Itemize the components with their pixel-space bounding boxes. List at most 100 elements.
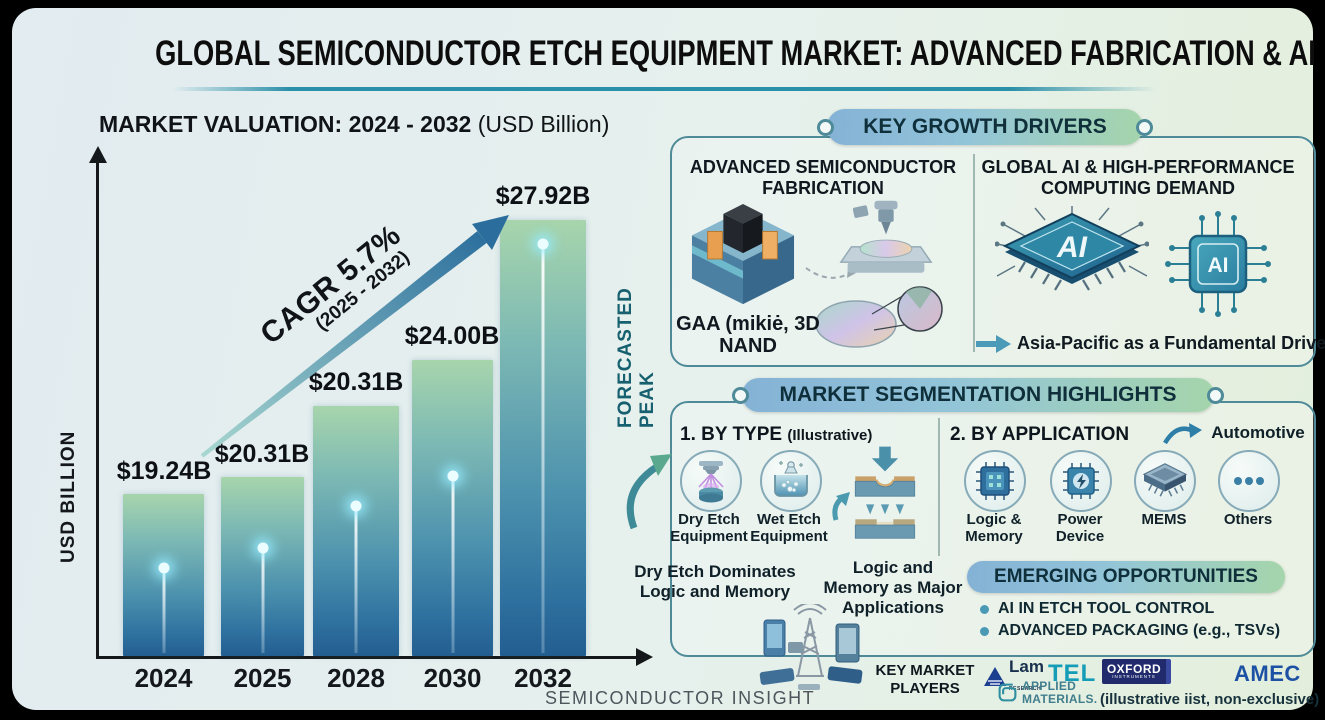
lam-logo: Lam RESEARCH — [984, 658, 1044, 695]
applied-materials-swirl-icon — [998, 683, 1017, 702]
dry-etch-label: Dry Etch Equipment — [670, 511, 748, 545]
fabrication-heading: ADVANCED SEMICONDUCTOR FABRICATION — [689, 157, 957, 198]
market-segmentation-header: MARKET SEGMENTATION HIGHLIGHTS — [732, 378, 1224, 412]
x-tick: 2025 — [233, 663, 292, 693]
mems-chip-icon — [1142, 463, 1188, 497]
chart-title-unit: (USD Billion) — [477, 111, 610, 137]
bar-glow — [162, 568, 165, 653]
by-application-title: 2. BY APPLICATION — [950, 424, 1130, 445]
emerging-opportunities-header: EMERGING OPPORTUNITIES — [967, 561, 1285, 593]
bar-glow — [261, 548, 264, 653]
small-up-arrow-icon — [832, 492, 850, 521]
x-tick: 2032 — [514, 663, 572, 693]
bar-value: $20.31B — [214, 440, 310, 468]
y-axis — [96, 160, 99, 657]
curved-arrow-up-icon — [626, 454, 672, 530]
emerging-opportunities-title: EMERGING OPPORTUNITIES — [994, 566, 1258, 587]
drivers-divider — [973, 154, 975, 352]
applied-line2: MATERIALS. — [1022, 691, 1098, 706]
logic-memory-label: Logic & Memory — [965, 511, 1023, 545]
ellipsis-icon — [1234, 477, 1264, 485]
glow-dot — [350, 500, 362, 512]
etch-process-icon — [854, 446, 916, 539]
pill-ring — [732, 387, 749, 404]
automotive-label: Automotive — [1211, 423, 1305, 442]
bar-glow — [541, 244, 545, 653]
tel-logo: TEL — [1048, 660, 1097, 687]
market-segmentation-title: MARKET SEGMENTATION HIGHLIGHTS — [779, 383, 1177, 406]
bar-2032 — [500, 220, 586, 656]
x-tick: 2028 — [327, 663, 385, 693]
bar-glow — [451, 476, 454, 653]
bar-value: $27.92B — [495, 182, 591, 210]
opportunity-label: ADVANCED PACKAGING (e.g., TSVs) — [998, 622, 1281, 639]
by-type-number: 1. BY TYPE — [680, 424, 783, 445]
dry-etch-circle — [680, 450, 742, 512]
asia-arrow-icon — [976, 335, 1011, 353]
wet-etch-circle — [760, 450, 822, 512]
bar-2030 — [412, 360, 493, 656]
bullet-dot — [980, 626, 989, 636]
bar-value: $20.31B — [308, 368, 404, 396]
bar-value: $19.24B — [116, 457, 212, 485]
power-device-circle — [1050, 450, 1112, 512]
etch-tool-icon — [839, 200, 933, 273]
market-segmentation-panel — [670, 401, 1316, 657]
dry-etch-icon — [698, 461, 724, 503]
mems-label: MEMS — [1141, 511, 1187, 528]
x-axis — [96, 656, 638, 659]
gaa-structure-icon — [691, 204, 795, 305]
key-growth-drivers-header: KEY GROWTH DRIVERS — [817, 109, 1153, 145]
others-circle — [1218, 450, 1280, 512]
disclaimer: (illustrative iist, non-exclusive) — [1100, 691, 1320, 708]
cagr-arrow-icon — [200, 215, 509, 458]
lam-name: Lam — [1009, 657, 1044, 676]
key-market-players-label: KEY MARKET PLAYERS — [875, 662, 975, 697]
oxford-sub: INSTRUMENTS — [1112, 674, 1156, 680]
x-tick: 2024 — [134, 663, 193, 693]
y-axis-arrow-icon — [89, 146, 107, 163]
forecasted-peak-label: FORECASTED PEAK — [615, 287, 658, 428]
applied-materials-logo: APPLIED MATERIALS. — [997, 680, 1097, 705]
wet-etch-icon — [774, 461, 808, 497]
by-type-title: 1. BY TYPE (Illustrative) — [680, 424, 872, 446]
bar-2024 — [123, 494, 204, 656]
bar-glow — [354, 506, 358, 653]
bullet-dot — [980, 604, 989, 614]
dry-etch-caption: Dry Etch Dominates Logic and Memory — [634, 562, 796, 602]
segmentation-divider — [938, 418, 940, 556]
oxford-name: OXFORD — [1106, 662, 1162, 677]
x-tick: 2030 — [423, 663, 482, 693]
mems-circle — [1134, 450, 1196, 512]
opportunity-label: AI IN ETCH TOOL CONTROL — [998, 600, 1215, 617]
opportunity-item: AI IN ETCH TOOL CONTROL — [980, 600, 1214, 618]
opportunity-item: ADVANCED PACKAGING (e.g., TSVs) — [980, 622, 1280, 640]
pill-ring — [1136, 119, 1153, 136]
brand-label: SEMICONDUCTOR INSIGHT — [545, 688, 816, 708]
ai-chip-3d-icon: AI — [995, 206, 1149, 291]
bar-2028 — [313, 406, 399, 656]
connected-devices-icon — [759, 604, 863, 690]
lam-triangle-icon — [984, 666, 1006, 686]
glow-dot — [447, 470, 458, 482]
automotive-arrow-icon — [1163, 423, 1202, 445]
y-axis-label: USD BILLION — [58, 430, 79, 563]
lam-sub: RESEARCH — [1009, 686, 1042, 692]
page-title: GLOBAL SEMICONDUCTOR ETCH EQUIPMENT MARK… — [155, 34, 1325, 73]
ai-chip-3d-label: AI — [1056, 231, 1088, 264]
wet-etch-label: Wet Etch Equipment — [750, 511, 828, 545]
key-growth-drivers-title: KEY GROWTH DRIVERS — [863, 115, 1107, 138]
amec-logo: AMEC — [1234, 661, 1301, 686]
others-label: Others — [1223, 511, 1273, 528]
chart-title-main: MARKET VALUATION: 2024 - 2032 — [99, 111, 472, 137]
application-caption: Logic and Memory as Major Applications — [823, 558, 963, 618]
bar-2025 — [221, 477, 304, 656]
applied-line1: APPLIED — [1022, 679, 1077, 693]
title-underline — [172, 87, 1157, 91]
glow-dot — [537, 238, 549, 250]
asia-pacific-caption: Asia-Pacific as a Fundamental Driver — [1017, 333, 1325, 353]
ai-chip-label: AI — [1208, 254, 1229, 277]
gaa-caption: GAA (mikiė, 3D NAND — [676, 313, 820, 358]
bar-value: $24.00B — [404, 322, 500, 350]
